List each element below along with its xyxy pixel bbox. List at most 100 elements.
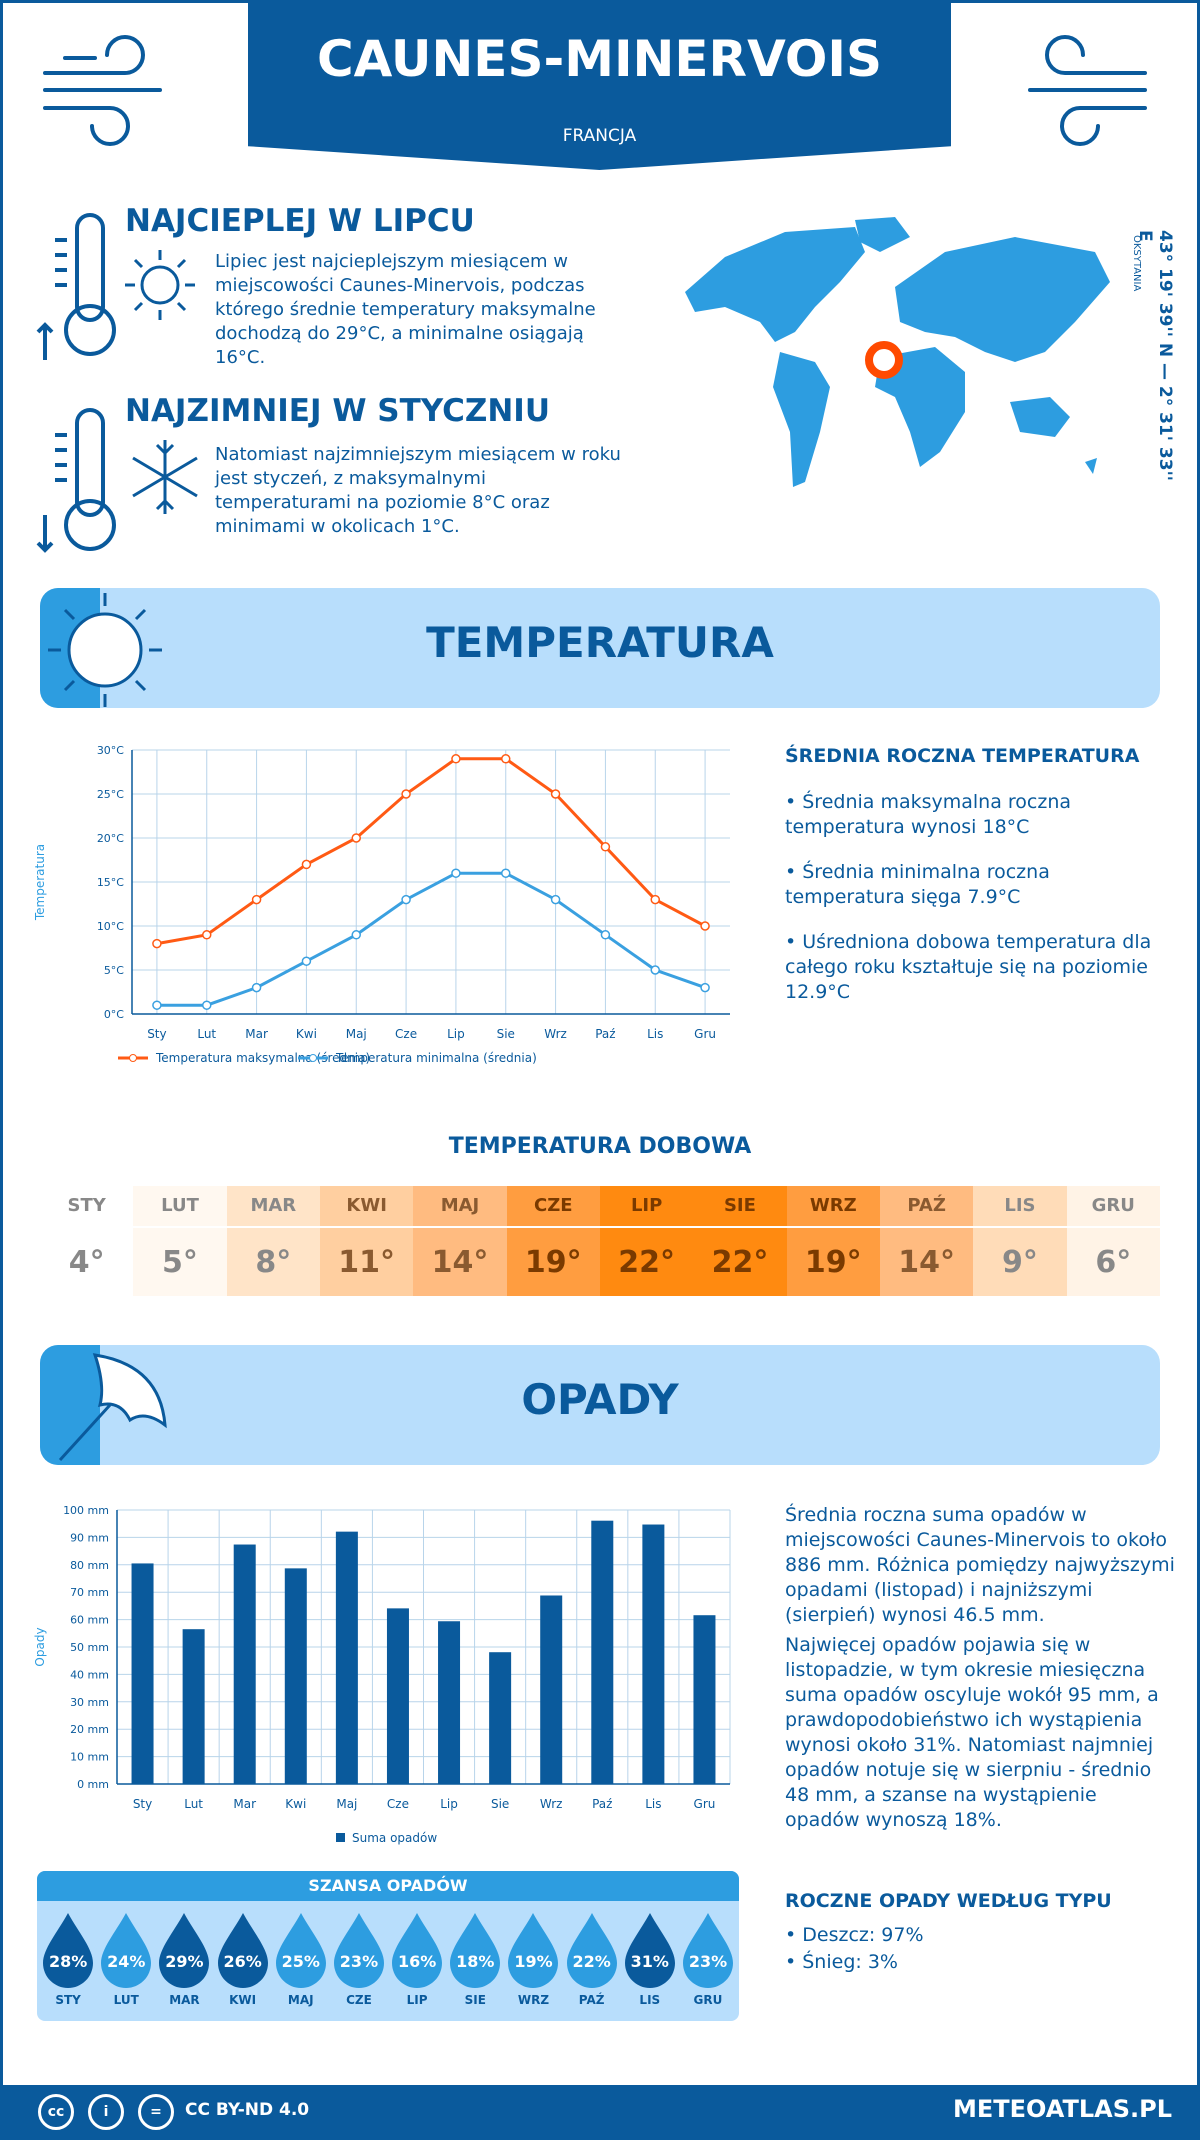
x-tick-label: Paź — [595, 1027, 615, 1041]
x-tick-label: Cze — [395, 1027, 417, 1041]
x-tick-label: Kwi — [285, 1797, 306, 1811]
daily-value: 4° — [40, 1226, 134, 1296]
bar — [693, 1615, 716, 1784]
daily-value: 11° — [319, 1226, 414, 1296]
y-tick-label: 100 mm — [63, 1504, 109, 1517]
daily-temp-cell: STY 4° — [40, 1186, 134, 1296]
x-tick-label: Maj — [336, 1797, 357, 1811]
precipitation-chart: 0 mm 10 mm 20 mm 30 mm 40 mm 50 mm 60 mm 70 mm 8… — [33, 1504, 731, 1845]
precip-chance-value: 23% — [688, 1952, 728, 1971]
wind-icon-left — [43, 35, 162, 146]
header-banner — [248, 0, 951, 170]
sun-icon — [125, 250, 195, 320]
daily-value: 14° — [413, 1226, 507, 1296]
raindrop-icon — [101, 1913, 152, 1988]
data-point — [401, 789, 411, 799]
daily-month: STY — [67, 1195, 106, 1216]
raindrop-icon — [159, 1913, 210, 1988]
y-tick-label: 20°C — [97, 832, 124, 845]
daily-temp-cell: MAJ 14° — [413, 1186, 507, 1296]
x-tick-label: Wrz — [540, 1797, 563, 1811]
legend-label: Temperatura minimalna (średnia) — [335, 1051, 537, 1065]
daily-temp-title: TEMPERATURA DOBOWA — [448, 1134, 752, 1159]
y-axis-label: Temperatura — [33, 844, 47, 921]
precip-chance-month: SIE — [464, 1993, 486, 2007]
precip-chance-month: WRZ — [517, 1993, 550, 2007]
warm-text: Lipiec jest najcieplejszym miesiącem w m… — [215, 251, 596, 368]
data-point — [700, 982, 710, 993]
precip-chance-drop: 23% GRU — [679, 1911, 737, 2007]
x-tick-label: Mar — [233, 1797, 256, 1811]
cold-title: NAJZIMNIEJ W STYCZNIU — [125, 393, 550, 429]
precip-chance-month: MAJ — [287, 1993, 314, 2007]
x-tick-label: Lut — [184, 1797, 203, 1811]
daily-value: 6° — [1066, 1226, 1160, 1296]
precip-chance-drop: 18% SIE — [446, 1911, 504, 2007]
daily-month: MAR — [250, 1195, 297, 1216]
x-tick-label: Cze — [387, 1797, 409, 1811]
bar — [489, 1652, 512, 1784]
daily-temp-cell: SIE 22° — [693, 1186, 787, 1296]
daily-month: LIS — [1004, 1195, 1036, 1216]
y-tick-label: 70 mm — [70, 1586, 109, 1599]
warm-title: NAJCIEPLEJ W LIPCU — [125, 203, 475, 239]
daily-value: 22° — [693, 1226, 787, 1296]
thermometer-cold-icon — [36, 408, 116, 553]
daily-month: CZE — [534, 1195, 573, 1216]
x-tick-label: Maj — [346, 1027, 367, 1041]
series-line — [156, 757, 706, 946]
y-tick-label: 60 mm — [70, 1614, 109, 1627]
precip-summary: Średnia roczna suma opadów w miejscowośc… — [785, 1504, 1175, 1626]
precip-chance-drop: 26% KWI — [214, 1911, 272, 2007]
series-line — [156, 871, 706, 1007]
y-tick-label: 40 mm — [70, 1668, 109, 1681]
temperature-banner — [40, 588, 1160, 708]
precip-chance-panel: SZANSA OPADÓW 28% STY 24% LUT 29% MAR 26% KWI 25… — [37, 1871, 739, 2021]
daily-value: 22° — [599, 1226, 694, 1296]
daily-temp-cell: CZE 19° — [506, 1186, 600, 1296]
data-point — [301, 859, 312, 870]
daily-month: MAJ — [440, 1195, 480, 1216]
precip-chance-value: 23% — [339, 1952, 379, 1971]
cc-icon: cc — [38, 2094, 74, 2130]
precip-chance-drop: 31% LIS — [621, 1911, 679, 2007]
legend-swatch — [336, 1833, 345, 1842]
data-point — [351, 930, 361, 940]
thermometer-warm-icon — [36, 213, 116, 360]
data-point — [202, 930, 212, 940]
daily-temp-cell: LIP 22° — [599, 1186, 694, 1296]
precip-chance-value: 22% — [572, 1952, 611, 1971]
bar — [131, 1563, 154, 1784]
annual-temp-avg: • Uśredniona dobowa temperatura dla całe… — [785, 931, 1152, 1003]
data-point — [301, 956, 312, 966]
region-label: OKSYTANIA — [1131, 235, 1142, 292]
data-point — [650, 894, 660, 905]
precip-chance-value: 31% — [630, 1952, 669, 1971]
sun-large-icon — [48, 593, 162, 707]
x-tick-label: Mar — [245, 1027, 268, 1041]
data-point — [700, 921, 710, 931]
daily-month: SIE — [723, 1195, 756, 1216]
legend-label: Suma opadów — [352, 1831, 437, 1845]
daily-temp-cell: MAR 8° — [226, 1186, 320, 1296]
precip-chance-month: KWI — [229, 1993, 257, 2007]
data-point — [251, 982, 262, 993]
data-point — [152, 938, 162, 949]
precip-type-title: ROCZNE OPADY WEDŁUG TYPU — [785, 1890, 1112, 1912]
data-point — [501, 868, 511, 878]
annual-temp-max: • Średnia maksymalna roczna temperatura … — [785, 791, 1072, 838]
x-tick-label: Sty — [147, 1027, 166, 1041]
y-tick-label: 90 mm — [70, 1531, 109, 1544]
precip-chance-month: STY — [55, 1993, 81, 2007]
precip-details: Najwięcej opadów pojawia się w listopadz… — [785, 1634, 1159, 1831]
x-tick-label: Lis — [647, 1027, 663, 1041]
x-tick-label: Lut — [197, 1027, 216, 1041]
x-tick-label: Lip — [440, 1797, 458, 1811]
site-link[interactable]: METEOATLAS.PL — [952, 2095, 1172, 2123]
y-tick-label: 30°C — [97, 744, 124, 757]
y-tick-label: 30 mm — [70, 1696, 109, 1709]
precip-chance-drop: 25% MAJ — [272, 1911, 330, 2007]
y-tick-label: 20 mm — [70, 1723, 109, 1736]
daily-temp-cell: KWI 11° — [319, 1186, 414, 1296]
raindrop-icon — [43, 1913, 94, 1988]
